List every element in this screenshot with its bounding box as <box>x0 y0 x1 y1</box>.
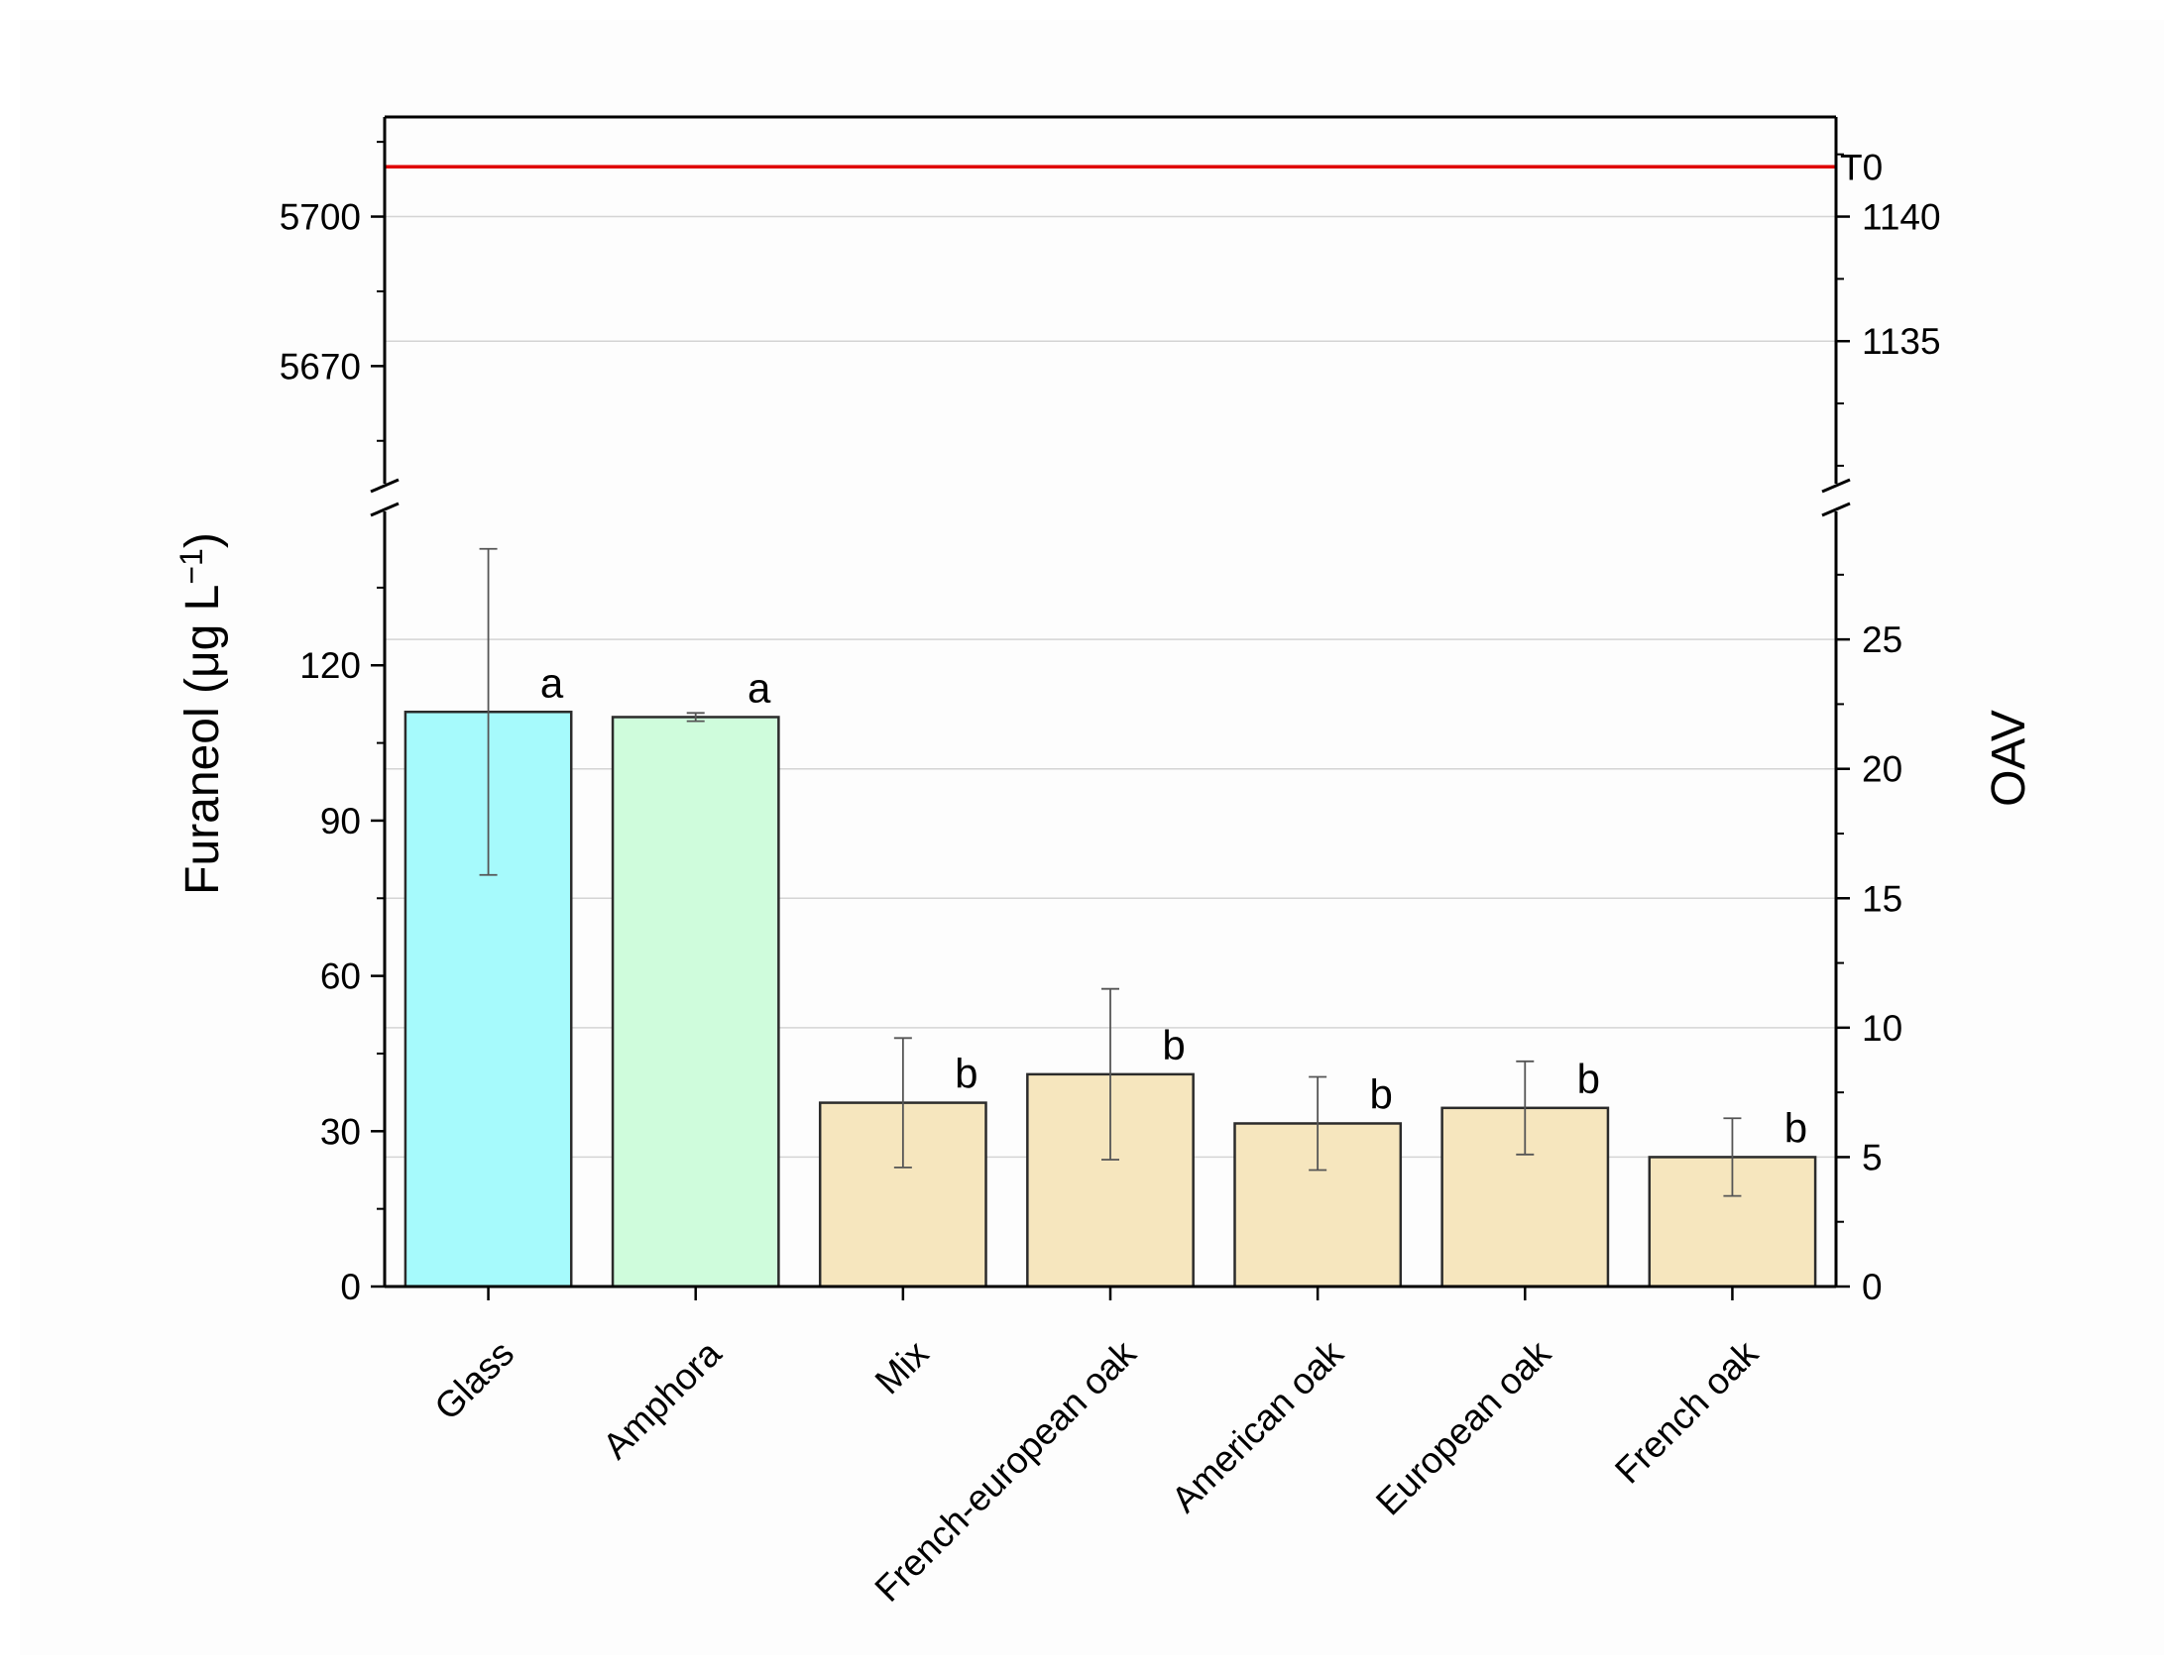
y-right-tick-label: 15 <box>1862 878 1902 919</box>
y-left-tick-label: 30 <box>320 1111 361 1152</box>
significance-letter: b <box>1369 1070 1392 1117</box>
significance-letter: b <box>1162 1022 1185 1068</box>
y-left-tick-label: 5700 <box>280 197 361 238</box>
y-right-axis-title: OAV <box>1983 710 2035 807</box>
significance-letter: b <box>955 1051 977 1097</box>
axis-break-mark <box>1821 502 1851 517</box>
axis-break-mark <box>370 502 400 517</box>
reference-line-label: T0 <box>1840 147 1883 187</box>
y-left-axis-title-superscript: −1 <box>173 548 209 584</box>
y-left-axis-title-part: μ <box>176 650 229 678</box>
axis-break-mark <box>1821 478 1851 494</box>
y-left-tick-label: 90 <box>320 801 361 841</box>
y-right-tick-label: 0 <box>1862 1267 1883 1307</box>
bar <box>611 716 780 1288</box>
y-right-tick-label: 10 <box>1862 1008 1902 1049</box>
y-left-axis-title-part: ) <box>176 532 229 548</box>
significance-letter: b <box>1784 1104 1807 1151</box>
significance-letter: b <box>1577 1056 1600 1102</box>
y-right-tick-label: 20 <box>1862 749 1902 790</box>
y-left-axis-title-part: Furaneol ( <box>176 678 229 895</box>
y-left-tick-label: 5670 <box>280 346 361 387</box>
y-left-tick-label: 0 <box>340 1267 361 1307</box>
axis-break-mark <box>370 478 400 494</box>
y-left-axis-title-part: g L <box>176 585 229 651</box>
significance-letter: a <box>747 664 771 711</box>
y-right-tick-label: 5 <box>1862 1137 1883 1177</box>
y-left-tick-label: 60 <box>320 956 361 997</box>
significance-letter: a <box>540 659 564 706</box>
y-right-tick-label: 1135 <box>1862 321 1941 362</box>
y-right-tick-label: 25 <box>1862 619 1902 660</box>
y-left-axis-title: Furaneol (μg L−1) <box>173 532 229 895</box>
y-left-tick-label: 120 <box>299 645 361 686</box>
y-right-tick-label: 1140 <box>1862 197 1941 238</box>
